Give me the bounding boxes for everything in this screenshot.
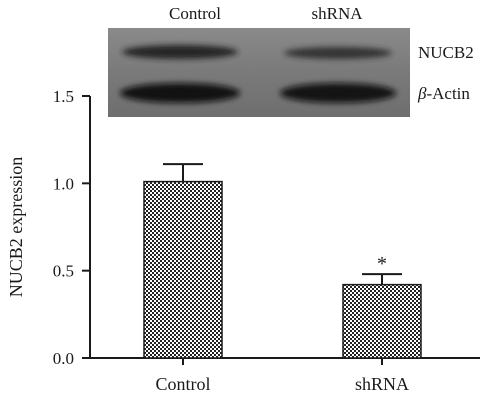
band-label-nucb2-text: NUCB2 bbox=[418, 43, 474, 62]
western-blot bbox=[108, 28, 410, 117]
bar-control bbox=[143, 180, 223, 359]
y-tick-label: 1.5 bbox=[53, 87, 74, 106]
y-tick-label: 1.0 bbox=[53, 174, 74, 193]
nucb2-band-shrna bbox=[284, 47, 392, 59]
band-label-actin-text: -Actin bbox=[426, 84, 470, 103]
blot-lane-label-shrna: shRNA bbox=[311, 4, 363, 23]
y-axis-label: NUCB2 expression bbox=[6, 157, 26, 298]
blot-membrane bbox=[108, 28, 410, 117]
x-tick-labels: Control shRNA bbox=[155, 358, 409, 394]
nucb2-band-control bbox=[122, 45, 238, 59]
x-tick-label: Control bbox=[155, 374, 210, 394]
y-tick-label: 0.0 bbox=[53, 349, 74, 368]
band-label-actin-greek: β bbox=[417, 84, 427, 103]
actin-band-shrna bbox=[280, 83, 396, 103]
bars: * bbox=[143, 163, 422, 359]
y-tick-label: 0.5 bbox=[53, 262, 74, 281]
blot-lane-label-control: Control bbox=[169, 4, 221, 23]
bar-shrna bbox=[342, 283, 422, 359]
actin-band-control bbox=[120, 83, 240, 103]
blot-band-label-nucb2: NUCB2 bbox=[418, 43, 474, 62]
significance-marker: * bbox=[377, 253, 387, 275]
x-tick-label: shRNA bbox=[355, 374, 409, 394]
blot-band-label-actin: β-Actin bbox=[417, 84, 470, 103]
y-ticks: 0.0 0.5 1.0 1.5 bbox=[53, 87, 90, 368]
